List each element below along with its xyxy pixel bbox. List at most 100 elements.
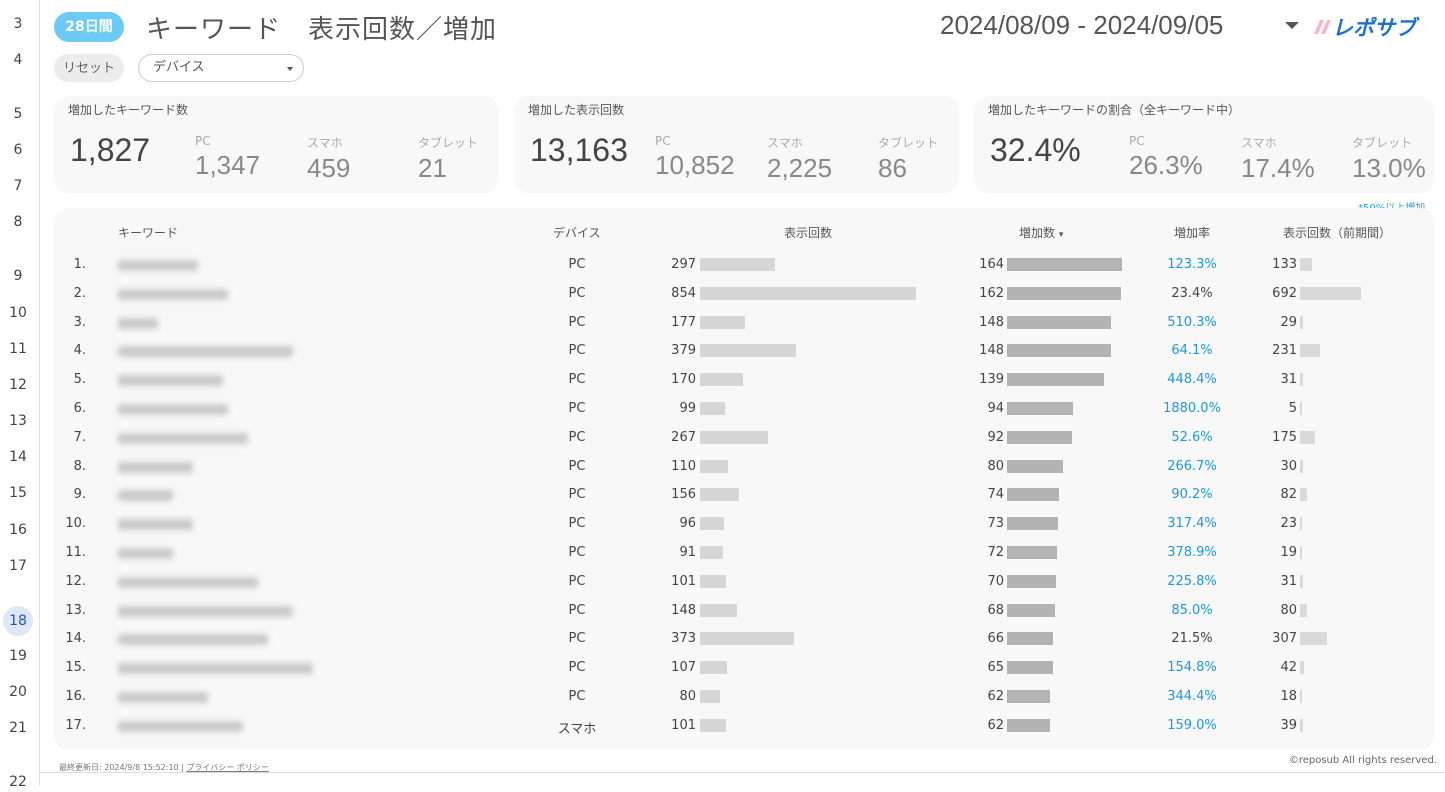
table-row[interactable]: 7. PC 267 92 52.6% 175	[54, 424, 1434, 452]
increase-rate: 52.6%	[1171, 429, 1213, 445]
increase-bar	[1007, 402, 1073, 415]
increase-bar	[1007, 574, 1057, 588]
table-row[interactable]: 13. PC 148 68 85.0% 80	[54, 597, 1434, 625]
row-number[interactable]: 16	[9, 522, 27, 538]
increase-rate: 21.5%	[1171, 631, 1213, 647]
row-number[interactable]: 21	[9, 720, 27, 736]
header-impressions[interactable]: 表示回数	[784, 226, 833, 240]
rank: 1.	[73, 257, 86, 272]
row-number[interactable]: 5	[13, 106, 23, 122]
previous-bar	[1300, 603, 1308, 617]
rank: 17.	[65, 717, 86, 733]
table-row[interactable]: 1. PC 297 164 123.3% 133	[54, 251, 1434, 279]
row-number[interactable]: 4	[13, 52, 23, 68]
table-row[interactable]: 2. PC 854 162 23.4% 692	[54, 280, 1434, 308]
table-row[interactable]: 5. PC 170 139 448.4% 31	[54, 366, 1434, 394]
keyword-blurred	[118, 692, 208, 703]
increase: 65	[987, 660, 1004, 676]
device: PC	[568, 660, 586, 676]
separator: |	[181, 763, 184, 772]
previous-impressions: 31	[1280, 372, 1297, 388]
table-row[interactable]: 10. PC 96 73 317.4% 23	[54, 510, 1434, 538]
row-number[interactable]: 17	[9, 558, 27, 574]
table-row[interactable]: 11. PC 91 72 378.9% 19	[54, 539, 1434, 567]
previous-impressions: 42	[1280, 660, 1297, 676]
table-row[interactable]: 4. PC 379 148 64.1% 231	[54, 337, 1434, 365]
row-number[interactable]: 3	[13, 16, 23, 32]
increase-bar	[1007, 344, 1111, 358]
previous-bar	[1300, 344, 1321, 358]
row-number[interactable]: 18	[3, 606, 33, 636]
device: PC	[568, 689, 586, 704]
previous-bar	[1300, 718, 1304, 732]
summary-card: 増加した表示回数 13,163 PC 10,852 スマホ 2,225 タブレット 86	[514, 96, 959, 193]
table-row[interactable]: 15. PC 107 65 154.8% 42	[54, 654, 1434, 682]
impressions-bar	[700, 286, 916, 300]
sort-desc-icon: ▾	[1058, 230, 1064, 240]
increase-rate: 344.4%	[1167, 689, 1217, 704]
impressions: 101	[671, 717, 696, 733]
tablet-stat: タブレット 13.0%	[1352, 134, 1426, 184]
table-row[interactable]: 9. PC 156 74 90.2% 82	[54, 481, 1434, 509]
header-previous[interactable]: 表示回数（前期間）	[1283, 226, 1392, 240]
reposub-logo: レポサブ	[1314, 16, 1420, 38]
increase: 73	[987, 516, 1004, 532]
row-number[interactable]: 13	[9, 413, 27, 429]
previous-impressions: 307	[1272, 631, 1297, 647]
table-row[interactable]: 8. PC 110 80 266.7% 30	[54, 453, 1434, 481]
row-number[interactable]: 15	[9, 485, 27, 501]
increase-bar	[1007, 690, 1051, 703]
increase-rate: 64.1%	[1171, 343, 1213, 359]
impressions-bar	[700, 488, 740, 502]
impressions-bar	[700, 603, 738, 617]
device-filter-dropdown[interactable]: デバイス	[138, 54, 304, 82]
keyword-blurred	[118, 634, 268, 646]
header-keyword[interactable]: キーワード	[118, 226, 179, 240]
previous-bar	[1300, 546, 1302, 559]
pc-value: 26.3%	[1129, 150, 1203, 180]
table-row[interactable]: 14. PC 373 66 21.5% 307	[54, 625, 1434, 653]
row-number[interactable]: 19	[9, 648, 27, 664]
header-rate[interactable]: 増加率	[1174, 226, 1211, 240]
header-increase[interactable]: 増加数 ▾	[1019, 224, 1063, 241]
table-row[interactable]: 16. PC 80 62 344.4% 18	[54, 683, 1434, 711]
increase-rate: 448.4%	[1167, 372, 1217, 388]
previous-bar	[1300, 517, 1303, 531]
row-number[interactable]: 11	[9, 341, 27, 357]
increase: 162	[979, 285, 1004, 301]
impressions-bar	[700, 718, 726, 732]
device: PC	[568, 372, 586, 388]
chevron-down-icon[interactable]	[1285, 22, 1299, 29]
increase: 148	[979, 314, 1004, 330]
row-number[interactable]: 6	[13, 142, 23, 158]
increase-bar	[1007, 488, 1059, 502]
impressions: 177	[671, 314, 696, 330]
header-device[interactable]: デバイス	[553, 226, 601, 240]
table-row[interactable]: 12. PC 101 70 225.8% 31	[54, 568, 1434, 596]
row-number[interactable]: 7	[13, 178, 23, 194]
row-number[interactable]: 20	[9, 684, 27, 700]
previous-bar	[1300, 402, 1302, 415]
table-row[interactable]: 17. スマホ 101 62 159.0% 39	[54, 712, 1434, 740]
table-row[interactable]: 6. PC 99 94 1880.0% 5	[54, 395, 1434, 423]
previous-impressions: 133	[1272, 257, 1297, 272]
previous-bar	[1300, 430, 1316, 444]
impressions: 156	[671, 487, 696, 503]
row-number[interactable]: 12	[9, 377, 27, 393]
row-number[interactable]: 22	[9, 774, 27, 790]
privacy-policy-link[interactable]: プライバシー ポリシー	[186, 763, 269, 772]
rank: 9.	[73, 487, 86, 503]
last-updated: 最終更新日: 2024/9/8 15:52:10	[59, 763, 179, 772]
previous-bar	[1300, 488, 1308, 502]
impressions-bar	[700, 373, 743, 387]
reset-button[interactable]: リセット	[54, 54, 124, 82]
date-range-picker[interactable]: 2024/08/09 - 2024/09/05	[940, 10, 1224, 40]
keyword-blurred	[118, 720, 243, 732]
row-number[interactable]: 14	[9, 449, 27, 465]
row-number[interactable]: 8	[13, 214, 23, 230]
impressions-bar	[700, 258, 776, 271]
previous-impressions: 82	[1280, 487, 1297, 503]
row-number[interactable]: 9	[13, 268, 23, 284]
table-row[interactable]: 3. PC 177 148 510.3% 29	[54, 309, 1434, 337]
row-number[interactable]: 10	[9, 305, 27, 321]
